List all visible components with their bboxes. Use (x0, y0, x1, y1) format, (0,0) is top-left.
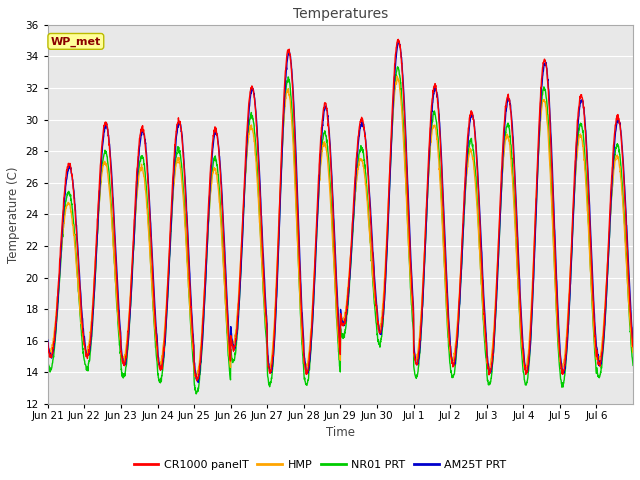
CR1000 panelT (394, 36, 402, 42)
CR1000 panelT (550, 229, 558, 235)
NR01 PRT (517, 344, 525, 350)
AM25T PRT (621, 194, 629, 200)
CR1000 panelT (629, 344, 637, 349)
HMP (376, 324, 384, 330)
CR1000 panelT (193, 378, 200, 384)
HMP (191, 374, 199, 380)
AM25T PRT (395, 38, 403, 44)
AM25T PRT (195, 380, 202, 385)
CR1000 panelT (44, 340, 52, 346)
HMP (517, 335, 525, 341)
Legend: CR1000 panelT, HMP, NR01 PRT, AM25T PRT: CR1000 panelT, HMP, NR01 PRT, AM25T PRT (129, 456, 511, 474)
NR01 PRT (193, 391, 200, 397)
AM25T PRT (376, 331, 384, 337)
X-axis label: Time: Time (326, 426, 355, 440)
HMP (44, 345, 52, 350)
Text: WP_met: WP_met (51, 36, 101, 47)
CR1000 panelT (621, 203, 629, 209)
HMP (394, 73, 401, 79)
Y-axis label: Temperature (C): Temperature (C) (7, 166, 20, 263)
NR01 PRT (102, 150, 110, 156)
AM25T PRT (629, 339, 637, 345)
CR1000 panelT (517, 321, 525, 326)
AM25T PRT (229, 342, 237, 348)
Line: AM25T PRT: AM25T PRT (48, 41, 633, 383)
Line: HMP: HMP (48, 76, 633, 377)
AM25T PRT (517, 312, 525, 317)
NR01 PRT (621, 233, 629, 239)
NR01 PRT (394, 64, 401, 70)
NR01 PRT (44, 359, 52, 365)
NR01 PRT (550, 257, 558, 263)
Line: CR1000 panelT: CR1000 panelT (48, 39, 633, 381)
CR1000 panelT (102, 121, 110, 127)
NR01 PRT (229, 360, 237, 365)
AM25T PRT (44, 337, 52, 343)
HMP (621, 239, 629, 244)
CR1000 panelT (229, 345, 237, 350)
HMP (102, 163, 110, 168)
Line: NR01 PRT: NR01 PRT (48, 67, 633, 394)
Title: Temperatures: Temperatures (292, 7, 388, 21)
HMP (229, 341, 237, 347)
AM25T PRT (550, 216, 558, 222)
HMP (629, 349, 637, 355)
AM25T PRT (102, 123, 110, 129)
NR01 PRT (376, 344, 384, 350)
CR1000 panelT (376, 330, 384, 336)
NR01 PRT (629, 362, 637, 368)
HMP (550, 259, 558, 265)
